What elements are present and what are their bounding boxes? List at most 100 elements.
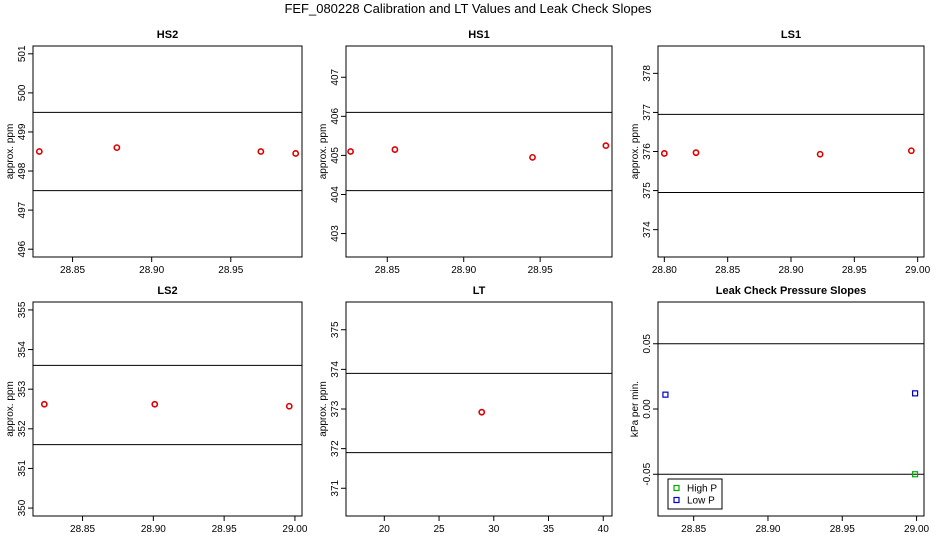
panel-title: LT (473, 285, 486, 297)
panel-hs2: HS2 28.85 28.90 28.95 496 497 498 499 500 501 appr… (5, 29, 303, 276)
x-tick-label: 28.90 (778, 265, 803, 276)
x-tick-label: 28.80 (652, 265, 677, 276)
y-tick-label: 498 (17, 162, 28, 179)
x-tick-label: 28.90 (139, 265, 164, 276)
data-point (529, 153, 536, 161)
y-tick-label: 501 (17, 45, 28, 62)
panel-ls1: LS1 28.80 28.85 28.90 28.95 29.00 374 375 376 377… (630, 29, 931, 276)
x-tick-label: 20 (379, 524, 391, 535)
y-tick-label: 0.05 (642, 334, 653, 354)
plot-frame (32, 301, 303, 517)
y-tick-label: 375 (642, 182, 653, 199)
y-axis-label: kPa per min. (630, 381, 641, 437)
y-tick-label: 351 (17, 460, 28, 477)
y-tick-label: 373 (330, 400, 341, 417)
panel-title: LS1 (781, 29, 801, 41)
y-tick-label: -0.05 (642, 462, 653, 485)
y-tick-label: 403 (330, 225, 341, 242)
x-tick-label: 29.00 (904, 524, 929, 535)
y-tick-label: 378 (642, 65, 653, 82)
data-point (602, 142, 610, 150)
y-tick-label: 354 (17, 341, 28, 358)
y-axis-label: approx. ppm (5, 124, 16, 180)
y-tick-label: 499 (17, 123, 28, 140)
plot-frame (345, 45, 613, 258)
y-tick-label: 406 (330, 108, 341, 125)
x-tick-label: 28.85 (70, 524, 95, 535)
y-tick-label: 497 (17, 201, 28, 218)
data-point (40, 400, 48, 408)
y-tick-label: 353 (17, 380, 28, 397)
x-tick-label: 28.85 (375, 265, 400, 276)
data-point (113, 144, 121, 151)
panel-title: LS2 (157, 285, 177, 297)
data-point (660, 150, 668, 157)
x-tick-label: 30 (488, 524, 500, 535)
x-tick-label: 29.00 (905, 265, 930, 276)
x-tick-label: 28.85 (715, 265, 740, 276)
plot-frame (32, 45, 303, 258)
data-point (662, 391, 669, 398)
x-tick-label: 28.85 (681, 524, 706, 535)
x-tick-label: 28.90 (451, 265, 476, 276)
data-point (391, 146, 399, 153)
y-tick-label: 374 (642, 221, 653, 238)
data-point (292, 150, 300, 157)
plot-frame (345, 301, 613, 517)
panel-hs1: HS1 28.85 28.90 28.95 403 404 405 406 407 approx.… (318, 29, 613, 276)
x-tick-label: 25 (433, 524, 445, 535)
x-tick-label: 28.95 (830, 524, 855, 535)
y-tick-label: 500 (17, 84, 28, 101)
data-point (907, 147, 915, 155)
y-tick-label: 350 (17, 499, 28, 516)
panel-title: HS2 (157, 29, 178, 41)
y-tick-label: 496 (17, 240, 28, 257)
y-tick-label: 405 (330, 147, 341, 164)
y-tick-label: 0.00 (642, 399, 653, 419)
data-point (911, 390, 919, 397)
x-tick-label: 40 (598, 524, 610, 535)
legend-label: Low P (687, 496, 715, 507)
panel-title: HS1 (468, 29, 489, 41)
x-tick-label: 28.90 (141, 524, 166, 535)
y-tick-label: 355 (17, 301, 28, 318)
x-tick-label: 28.95 (528, 265, 553, 276)
panel-title: Leak Check Pressure Slopes (716, 285, 866, 297)
y-tick-label: 376 (642, 143, 653, 160)
y-axis-label: approx. ppm (318, 381, 329, 437)
x-tick-label: 28.95 (842, 265, 867, 276)
y-axis-label: approx. ppm (630, 124, 641, 180)
y-tick-label: 377 (642, 104, 653, 121)
data-point (285, 402, 293, 410)
y-tick-label: 404 (330, 186, 341, 203)
x-tick-label: 35 (543, 524, 555, 535)
data-point (35, 148, 43, 155)
legend-marker (673, 484, 680, 492)
legend-box (667, 478, 723, 510)
y-tick-label: 352 (17, 420, 28, 437)
data-point (478, 408, 486, 416)
legend-label: High P (687, 484, 717, 495)
data-point (692, 149, 700, 157)
panel-leak: Leak Check Pressure Slopes 28.85 28.90 28.9… (630, 285, 930, 535)
y-tick-label: 407 (330, 68, 341, 85)
data-point (347, 148, 354, 155)
x-tick-label: 28.90 (755, 524, 780, 535)
figure-title: FEF_080228 Calibration and LT Values and… (284, 1, 652, 16)
y-axis-label: approx. ppm (318, 124, 329, 180)
y-tick-label: 371 (330, 479, 341, 496)
x-tick-label: 28.85 (60, 265, 85, 276)
data-point (257, 148, 265, 155)
x-tick-label: 29.00 (282, 524, 307, 535)
data-point (816, 150, 824, 158)
x-tick-label: 28.95 (218, 265, 243, 276)
y-tick-label: 372 (330, 440, 341, 457)
y-axis-label: approx. ppm (5, 381, 16, 437)
legend-marker (673, 496, 680, 504)
data-point (911, 471, 919, 478)
x-tick-label: 28.95 (212, 524, 237, 535)
panel-lt: LT 20 25 30 35 40 371 372 373 374 375 approx. ppm (318, 285, 613, 535)
y-tick-label: 375 (330, 321, 341, 338)
